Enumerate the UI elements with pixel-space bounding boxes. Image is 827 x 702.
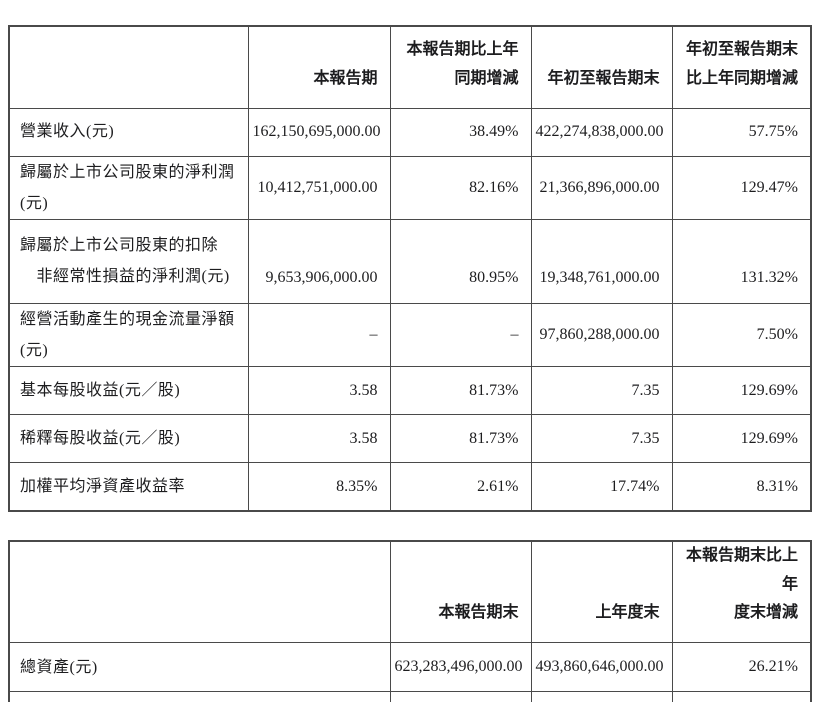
table-header-row: 本報告期末 上年度末 本報告期末比上年 度末增減 — [8, 540, 812, 644]
row-label: 經營活動產生的現金流量淨額(元) — [8, 302, 249, 368]
table-row: 加權平均淨資產收益率 8.35% 2.61% 17.74% 8.31% — [8, 462, 812, 512]
value-cell: 17.74% — [530, 462, 673, 512]
value-cell: 97,860,288,000.00 — [530, 302, 673, 368]
value-cell: 8.31% — [671, 462, 812, 512]
value-cell: 7.50% — [671, 302, 812, 368]
table-row: 歸屬於上市公司股東的淨利潤(元) 10,412,751,000.00 82.16… — [8, 155, 812, 220]
value-cell: 80.95% — [389, 218, 532, 304]
value-cell: – — [389, 302, 532, 368]
value-cell: – — [247, 302, 391, 368]
table-header-row: 本報告期 本報告期比上年 同期增減 年初至報告期末 年初至報告期末 比上年同期增… — [8, 25, 812, 109]
table-row: 基本每股收益(元／股) 3.58 81.73% 7.35 129.69% — [8, 366, 812, 416]
value-cell: 57.75% — [671, 107, 812, 157]
header-prior-year-end: 上年度末 — [530, 540, 673, 644]
value-cell: 129.69% — [671, 366, 812, 416]
value-cell: 81.73% — [389, 414, 532, 464]
value-cell: 19,348,761,000.00 — [530, 218, 673, 304]
value-cell: 7.35 — [530, 414, 673, 464]
value-cell: 129.69% — [671, 414, 812, 464]
row-label: 營業收入(元) — [8, 107, 249, 157]
header-blank — [8, 540, 391, 644]
value-cell: 38.49% — [389, 107, 532, 157]
value-cell: 81.73% — [389, 366, 532, 416]
table-row: 總資產(元) 623,283,496,000.00 493,860,646,00… — [8, 642, 812, 693]
value-cell: 623,283,496,000.00 — [389, 642, 532, 693]
header-period-end: 本報告期末 — [389, 540, 532, 644]
header-ytd-vs-prior: 年初至報告期末 比上年同期增減 — [671, 25, 812, 109]
header-current-vs-prior: 本報告期比上年 同期增減 — [389, 25, 532, 109]
value-cell: 3.58 — [247, 414, 391, 464]
row-label: 基本每股收益(元／股) — [8, 366, 249, 416]
row-label: 歸屬於上市公司股東的所有者權益(元) — [8, 691, 391, 702]
value-cell: 493,860,646,000.00 — [530, 642, 673, 693]
value-cell: 111,029,299,000.00 — [530, 691, 673, 702]
header-blank — [8, 25, 249, 109]
value-cell: 129.47% — [671, 155, 812, 220]
table-row: 經營活動產生的現金流量淨額(元) – – 97,860,288,000.00 7… — [8, 302, 812, 368]
header-change: 本報告期末比上年 度末增減 — [671, 540, 812, 644]
value-cell: 2.61% — [389, 462, 532, 512]
value-cell: 26.21% — [671, 642, 812, 693]
row-label: 加權平均淨資產收益率 — [8, 462, 249, 512]
value-cell: 16.96% — [671, 691, 812, 702]
table-row: 歸屬於上市公司股東的所有者權益(元) 129,855,730,000.00 11… — [8, 691, 812, 702]
value-cell: 82.16% — [389, 155, 532, 220]
header-ytd: 年初至報告期末 — [530, 25, 673, 109]
value-cell: 131.32% — [671, 218, 812, 304]
value-cell: 422,274,838,000.00 — [530, 107, 673, 157]
value-cell: 8.35% — [247, 462, 391, 512]
table-row: 營業收入(元) 162,150,695,000.00 38.49% 422,27… — [8, 107, 812, 157]
value-cell: 10,412,751,000.00 — [247, 155, 391, 220]
row-label: 歸屬於上市公司股東的淨利潤(元) — [8, 155, 249, 220]
row-label: 歸屬於上市公司股東的扣除 非經常性損益的淨利潤(元) — [8, 218, 249, 304]
value-cell: 129,855,730,000.00 — [389, 691, 532, 702]
row-label: 總資產(元) — [8, 642, 391, 693]
income-summary-table: 本報告期 本報告期比上年 同期增減 年初至報告期末 年初至報告期末 比上年同期增… — [8, 25, 812, 512]
value-cell: 3.58 — [247, 366, 391, 416]
row-label: 稀釋每股收益(元／股) — [8, 414, 249, 464]
balance-summary-table: 本報告期末 上年度末 本報告期末比上年 度末增減 總資產(元) 623,283,… — [8, 539, 812, 702]
value-cell: 21,366,896,000.00 — [530, 155, 673, 220]
table-row: 歸屬於上市公司股東的扣除 非經常性損益的淨利潤(元) 9,653,906,000… — [8, 218, 812, 304]
value-cell: 7.35 — [530, 366, 673, 416]
value-cell: 162,150,695,000.00 — [247, 107, 391, 157]
table-row: 稀釋每股收益(元／股) 3.58 81.73% 7.35 129.69% — [8, 414, 812, 464]
value-cell: 9,653,906,000.00 — [247, 218, 391, 304]
header-current-period: 本報告期 — [247, 25, 391, 109]
